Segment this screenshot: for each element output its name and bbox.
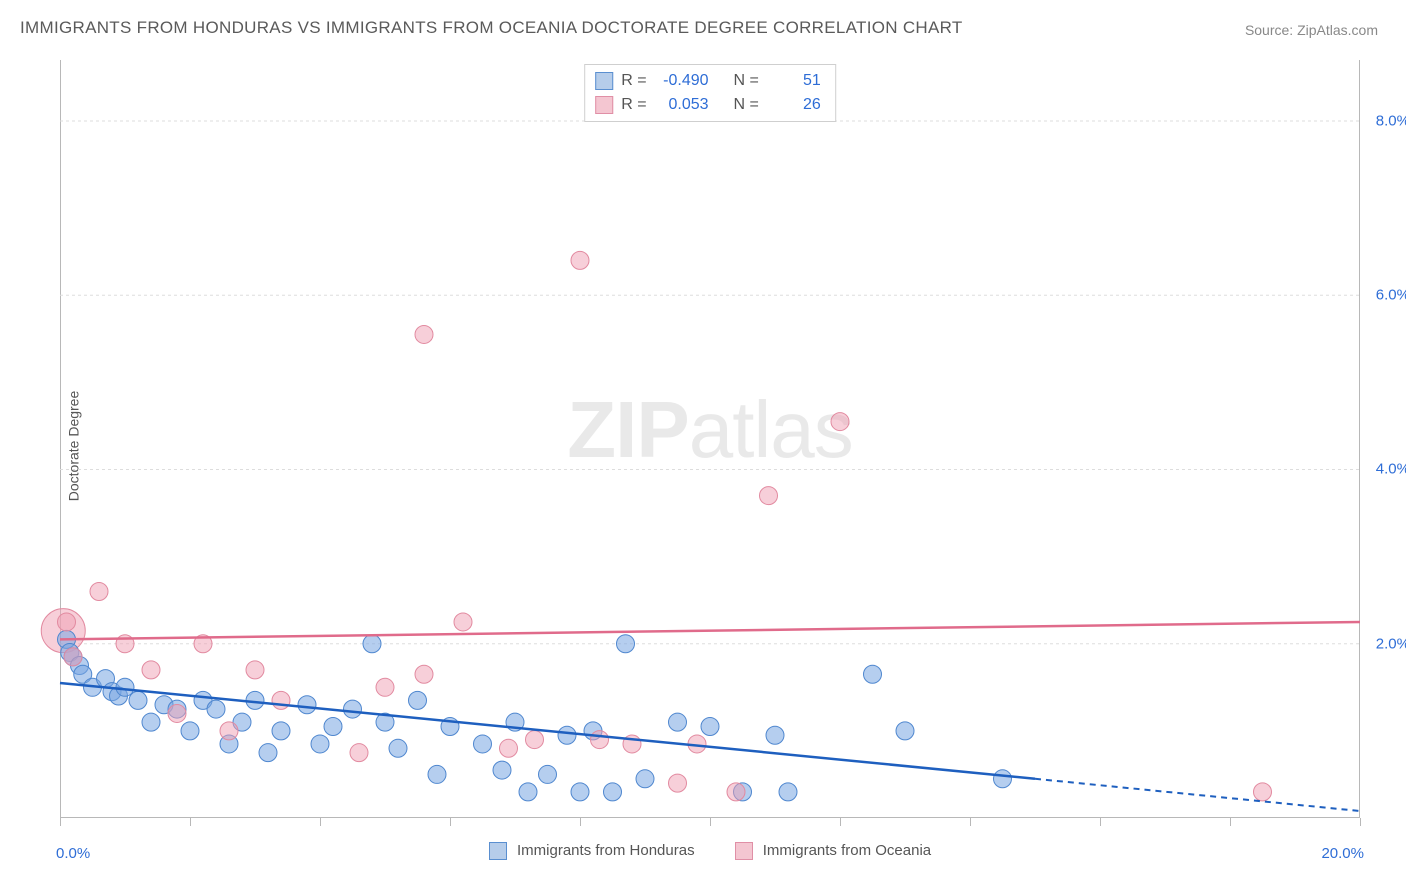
chart-title: IMMIGRANTS FROM HONDURAS VS IMMIGRANTS F… (20, 18, 963, 38)
x-tick-mark (580, 818, 581, 826)
x-tick-mark (1230, 818, 1231, 826)
legend-swatch-honduras-icon (489, 842, 507, 860)
y-tick-label: 4.0% (1368, 461, 1406, 478)
stats-box: R = -0.490 N = 51 R = 0.053 N = 26 (584, 64, 836, 122)
swatch-oceania-icon (595, 96, 613, 114)
x-legend: Immigrants from Honduras Immigrants from… (60, 842, 1360, 860)
source-label: Source: (1245, 22, 1297, 38)
x-tick-mark (320, 818, 321, 826)
plot-area: ZIPatlas R = -0.490 N = 51 R = 0.053 N =… (60, 60, 1360, 830)
x-tick-mark (1360, 818, 1361, 826)
x-tick-mark (1100, 818, 1101, 826)
r-label: R = (621, 93, 646, 117)
n-label: N = (733, 93, 758, 117)
x-tick-mark (190, 818, 191, 826)
n-value-oceania: 26 (767, 93, 821, 117)
chart-svg (60, 60, 1360, 830)
swatch-honduras-icon (595, 72, 613, 90)
x-tick-mark (710, 818, 711, 826)
r-value-oceania: 0.053 (655, 93, 709, 117)
r-value-honduras: -0.490 (655, 69, 709, 93)
x-tick-mark (60, 818, 61, 826)
n-value-honduras: 51 (767, 69, 821, 93)
x-tick-mark (970, 818, 971, 826)
y-tick-label: 8.0% (1368, 112, 1406, 129)
x-tick-mark (450, 818, 451, 826)
y-tick-label: 6.0% (1368, 287, 1406, 304)
legend-label-honduras: Immigrants from Honduras (517, 842, 695, 859)
legend-item-oceania: Immigrants from Oceania (735, 842, 932, 860)
x-tick-mark (840, 818, 841, 826)
legend-label-oceania: Immigrants from Oceania (763, 842, 931, 859)
stats-row-honduras: R = -0.490 N = 51 (595, 69, 821, 93)
n-label: N = (733, 69, 758, 93)
legend-swatch-oceania-icon (735, 842, 753, 860)
stats-row-oceania: R = 0.053 N = 26 (595, 93, 821, 117)
y-tick-label: 2.0% (1368, 635, 1406, 652)
legend-item-honduras: Immigrants from Honduras (489, 842, 695, 860)
source-attribution: Source: ZipAtlas.com (1245, 22, 1378, 38)
source-value: ZipAtlas.com (1297, 22, 1378, 38)
r-label: R = (621, 69, 646, 93)
